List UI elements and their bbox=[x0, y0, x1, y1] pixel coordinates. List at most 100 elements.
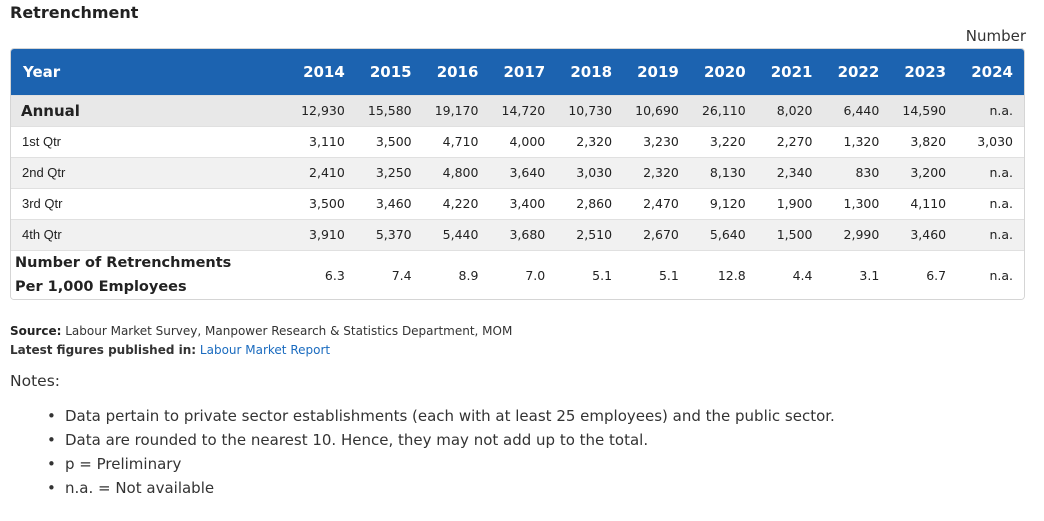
table-cell: 1,900 bbox=[756, 187, 824, 219]
table-cell: 3,110 bbox=[289, 125, 356, 157]
unit-label: Number bbox=[965, 27, 1026, 45]
table-cell: 1,500 bbox=[756, 218, 824, 250]
table-cell: 7.4 bbox=[355, 249, 423, 299]
row-label: 4th Qtr bbox=[11, 218, 289, 250]
table-cell: 4,800 bbox=[422, 156, 490, 188]
table-row-q1: 1st Qtr 3,110 3,500 4,710 4,000 2,320 3,… bbox=[11, 125, 1024, 157]
header-year-cell: 2021 bbox=[770, 62, 813, 81]
row-label: 2nd Qtr bbox=[11, 156, 289, 188]
table-cell: 3,250 bbox=[355, 156, 423, 188]
table-cell: 10,690 bbox=[623, 94, 690, 126]
table-cell: 7.0 bbox=[489, 249, 557, 299]
table-cell: 5.1 bbox=[623, 249, 690, 299]
table-cell: 2,670 bbox=[623, 218, 690, 250]
table-row-q3: 3rd Qtr 3,500 3,460 4,220 3,400 2,860 2,… bbox=[11, 187, 1024, 219]
table-cell: 3,500 bbox=[355, 125, 423, 157]
list-item: • n.a. = Not available bbox=[47, 476, 835, 500]
table-cell: 15,580 bbox=[355, 94, 423, 126]
table-cell: 4,220 bbox=[422, 187, 490, 219]
table-cell: 19,170 bbox=[422, 94, 490, 126]
bullet-icon: • bbox=[47, 431, 56, 449]
header-year-cell: 2022 bbox=[837, 62, 880, 81]
table-cell: 3,500 bbox=[289, 187, 356, 219]
header-year-cell: 2014 bbox=[303, 62, 345, 81]
table-cell: 3,460 bbox=[890, 218, 958, 250]
table-cell: 2,410 bbox=[289, 156, 356, 188]
note-text: n.a. = Not available bbox=[65, 479, 215, 497]
table-cell: n.a. bbox=[957, 156, 1024, 188]
bullet-icon: • bbox=[47, 407, 56, 425]
table-cell: 10,730 bbox=[556, 94, 624, 126]
table-cell: 3,820 bbox=[890, 125, 958, 157]
header-year-cell: 2017 bbox=[503, 62, 546, 81]
row-label: Annual bbox=[11, 94, 289, 126]
table-header-row: Year 2014 2015 2016 2017 2018 2019 2020 … bbox=[11, 49, 1024, 95]
list-item: • p = Preliminary bbox=[47, 452, 835, 476]
labour-market-report-link[interactable]: Labour Market Report bbox=[199, 343, 331, 357]
latest-figures-line: Latest figures published in: Labour Mark… bbox=[10, 343, 330, 357]
table-cell: 6,440 bbox=[823, 94, 891, 126]
notes-heading: Notes: bbox=[10, 372, 60, 390]
table-cell: 3,640 bbox=[489, 156, 557, 188]
note-text: Data are rounded to the nearest 10. Henc… bbox=[65, 431, 649, 449]
table-cell: 2,510 bbox=[556, 218, 624, 250]
table-cell: n.a. bbox=[957, 187, 1024, 219]
table-cell: 3.1 bbox=[823, 249, 891, 299]
header-year-cell: 2018 bbox=[570, 62, 613, 81]
table-cell: 3,030 bbox=[957, 125, 1024, 157]
table-cell: n.a. bbox=[957, 249, 1024, 299]
source-label: Source: bbox=[10, 324, 62, 338]
header-year-cell: 2024 bbox=[971, 62, 1013, 81]
table-cell: 6.3 bbox=[289, 249, 356, 299]
table-cell: 26,110 bbox=[689, 94, 757, 126]
header-year: Year bbox=[23, 62, 61, 81]
table-cell: 1,300 bbox=[823, 187, 891, 219]
table-cell: 2,320 bbox=[556, 125, 624, 157]
table-cell: 8.9 bbox=[422, 249, 490, 299]
table-cell: 3,230 bbox=[623, 125, 690, 157]
table-cell: 3,030 bbox=[556, 156, 624, 188]
table-cell: 2,470 bbox=[623, 187, 690, 219]
header-year-cell: 2015 bbox=[369, 62, 412, 81]
table-cell: 5,440 bbox=[422, 218, 490, 250]
header-year-cell: 2019 bbox=[637, 62, 679, 81]
table-cell: 2,860 bbox=[556, 187, 624, 219]
source-line: Source: Labour Market Survey, Manpower R… bbox=[10, 324, 512, 338]
table-cell: 14,590 bbox=[890, 94, 958, 126]
table-cell: 8,130 bbox=[689, 156, 757, 188]
table-cell: 4,110 bbox=[890, 187, 958, 219]
note-text: p = Preliminary bbox=[65, 455, 182, 473]
table-cell: 4.4 bbox=[756, 249, 824, 299]
list-item: • Data pertain to private sector establis… bbox=[47, 404, 835, 428]
table-cell: 3,200 bbox=[890, 156, 958, 188]
table-cell: 3,220 bbox=[689, 125, 757, 157]
note-text: Data pertain to private sector establish… bbox=[65, 407, 835, 425]
row-label: 3rd Qtr bbox=[11, 187, 289, 219]
row-label: Number of Retrenchments Per 1,000 Employ… bbox=[11, 249, 289, 299]
table-cell: 3,910 bbox=[289, 218, 356, 250]
table-row-per-1000: Number of Retrenchments Per 1,000 Employ… bbox=[11, 249, 1024, 299]
table-cell: 14,720 bbox=[489, 94, 557, 126]
table-cell: 3,400 bbox=[489, 187, 557, 219]
table-row-q2: 2nd Qtr 2,410 3,250 4,800 3,640 3,030 2,… bbox=[11, 156, 1024, 188]
source-text: Labour Market Survey, Manpower Research … bbox=[65, 324, 513, 338]
table-cell: n.a. bbox=[957, 94, 1024, 126]
table-cell: 5.1 bbox=[556, 249, 624, 299]
table-cell: 2,320 bbox=[623, 156, 690, 188]
table-cell: 12,930 bbox=[289, 94, 356, 126]
row-label: 1st Qtr bbox=[11, 125, 289, 157]
table-cell: 6.7 bbox=[890, 249, 958, 299]
notes-list: • Data pertain to private sector establis… bbox=[47, 404, 835, 500]
row-label-line1: Number of Retrenchments bbox=[15, 255, 232, 272]
list-item: • Data are rounded to the nearest 10. Hen… bbox=[47, 428, 835, 452]
retrenchment-table-container: Year 2014 2015 2016 2017 2018 2019 2020 … bbox=[10, 48, 1025, 300]
table-cell: 2,270 bbox=[756, 125, 824, 157]
page-title: Retrenchment bbox=[10, 3, 139, 22]
table-row-annual: Annual 12,930 15,580 19,170 14,720 10,73… bbox=[11, 94, 1024, 126]
header-year-cell: 2023 bbox=[904, 62, 947, 81]
table-cell: 830 bbox=[823, 156, 891, 188]
table-cell: 12.8 bbox=[689, 249, 757, 299]
retrenchment-table: Year 2014 2015 2016 2017 2018 2019 2020 … bbox=[11, 49, 1024, 299]
table-cell: 5,370 bbox=[355, 218, 423, 250]
bullet-icon: • bbox=[47, 479, 56, 497]
